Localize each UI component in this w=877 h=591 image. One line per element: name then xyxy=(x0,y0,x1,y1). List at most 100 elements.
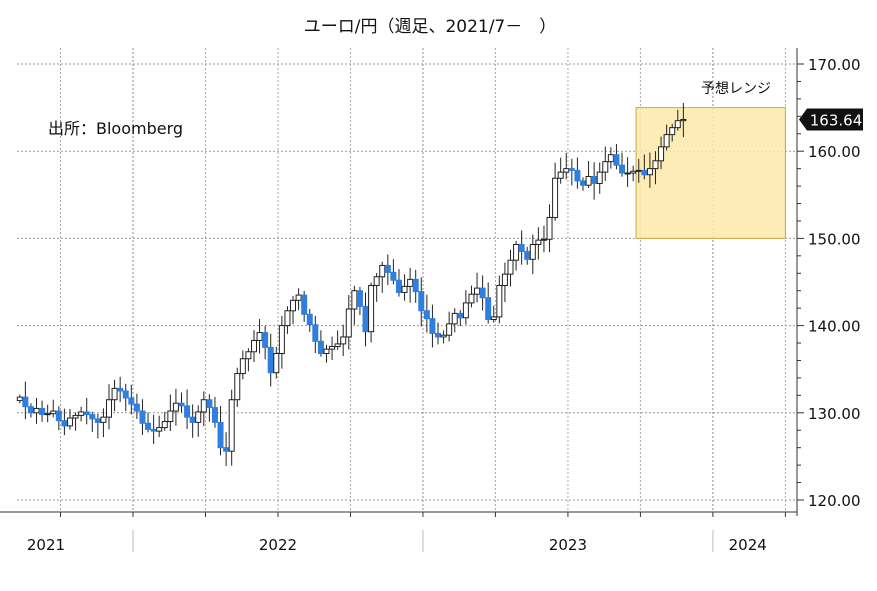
candle-body-down xyxy=(22,396,29,408)
candle-body-down xyxy=(61,420,68,427)
candle xyxy=(44,404,51,423)
candle-body-down xyxy=(39,407,46,416)
candle-body-up xyxy=(161,421,168,429)
candle-body-down xyxy=(518,244,525,252)
candle-body-up xyxy=(78,411,85,416)
candle xyxy=(345,294,352,350)
candle xyxy=(329,336,336,360)
candle xyxy=(256,319,263,354)
candle-body-up xyxy=(635,169,642,172)
candle xyxy=(172,388,179,426)
candle-body-up xyxy=(496,284,503,318)
candle xyxy=(217,406,224,456)
candle-body-up xyxy=(16,396,23,402)
candle-body-up xyxy=(680,118,687,122)
candle xyxy=(22,381,29,420)
candle xyxy=(50,399,57,418)
candle-body-up xyxy=(462,302,469,319)
candle-body-up xyxy=(33,407,40,414)
candle xyxy=(245,348,252,372)
candle-body-up xyxy=(340,336,347,345)
candle-body-up xyxy=(513,244,520,261)
candle-body-down xyxy=(133,403,140,412)
candle-body-up xyxy=(195,411,202,423)
candle xyxy=(591,162,598,200)
candle xyxy=(507,249,514,287)
candle xyxy=(100,408,107,438)
candle-body-up xyxy=(72,414,79,419)
candle xyxy=(195,405,202,437)
source-note: 出所：Bloomberg xyxy=(48,119,183,138)
candle-body-down xyxy=(27,406,34,414)
candle-body-up xyxy=(663,134,670,148)
candle xyxy=(239,350,246,380)
candle-body-down xyxy=(524,250,531,260)
candle xyxy=(228,389,235,466)
candle xyxy=(301,290,308,322)
candle xyxy=(680,102,687,138)
candle xyxy=(184,389,191,429)
candle-body-up xyxy=(474,287,481,295)
y-tick-label: 140.00 xyxy=(808,318,861,336)
candle-body-up xyxy=(156,427,163,432)
candle-body-up xyxy=(278,325,285,355)
candle-body-down xyxy=(128,397,135,405)
candle-body-down xyxy=(150,428,157,432)
last-value-label: 163.64 xyxy=(810,111,863,129)
candle xyxy=(602,146,609,181)
candle-body-down xyxy=(412,278,419,293)
candle-body-up xyxy=(468,293,475,304)
candle xyxy=(613,144,620,170)
y-tick-label: 170.00 xyxy=(808,56,861,74)
candle xyxy=(111,379,118,412)
candle xyxy=(27,403,34,418)
candle xyxy=(61,408,68,436)
candle xyxy=(579,177,586,191)
candle xyxy=(496,275,503,324)
candle-body-up xyxy=(345,308,352,338)
candle xyxy=(635,158,642,183)
x-tick-label: 2023 xyxy=(549,536,587,554)
forecast-range-label: 予想レンジ xyxy=(701,81,771,97)
candle-body-up xyxy=(669,127,676,136)
candle-body-up xyxy=(630,170,637,174)
candle-body-up xyxy=(50,410,57,415)
candle-body-down xyxy=(479,287,486,299)
candle xyxy=(250,330,257,363)
candle-body-up xyxy=(658,146,665,162)
candle xyxy=(574,157,581,189)
candle xyxy=(518,230,525,265)
candle xyxy=(83,397,90,425)
candle-body-down xyxy=(641,169,648,176)
candle-body-down xyxy=(613,154,620,166)
candle-body-down xyxy=(262,332,269,348)
candle xyxy=(429,304,436,348)
candle xyxy=(485,282,492,324)
candle-body-up xyxy=(323,348,330,355)
candle-body-up xyxy=(172,402,179,412)
candle xyxy=(334,330,341,350)
candle xyxy=(524,246,531,265)
candle-body-down xyxy=(435,332,442,338)
y-tick-label: 120.00 xyxy=(808,492,861,510)
candle xyxy=(66,408,73,430)
candle-body-down xyxy=(362,305,369,333)
candle-body-up xyxy=(334,343,341,348)
candle-body-down xyxy=(301,294,308,315)
last-value-callout: 163.64 xyxy=(799,108,863,131)
candle-body-up xyxy=(329,346,336,350)
candle-body-up xyxy=(624,172,631,175)
candle-body-up xyxy=(167,410,174,423)
candle xyxy=(669,123,676,142)
candle-body-down xyxy=(89,414,96,420)
candle xyxy=(395,269,402,297)
candle xyxy=(630,165,637,182)
candle xyxy=(641,154,648,180)
candle-body-up xyxy=(295,294,302,301)
y-axis: 120.00 130.00 140.00 150.00 160.00 170.00 163.… xyxy=(796,48,863,516)
candle xyxy=(401,274,408,301)
candle xyxy=(290,296,297,325)
candle-body-up xyxy=(111,387,118,401)
candle-body-up xyxy=(368,284,375,333)
candle-body-down xyxy=(418,291,425,312)
